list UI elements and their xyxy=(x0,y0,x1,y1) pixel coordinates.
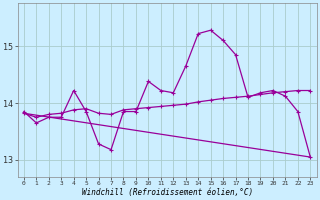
X-axis label: Windchill (Refroidissement éolien,°C): Windchill (Refroidissement éolien,°C) xyxy=(82,188,253,197)
